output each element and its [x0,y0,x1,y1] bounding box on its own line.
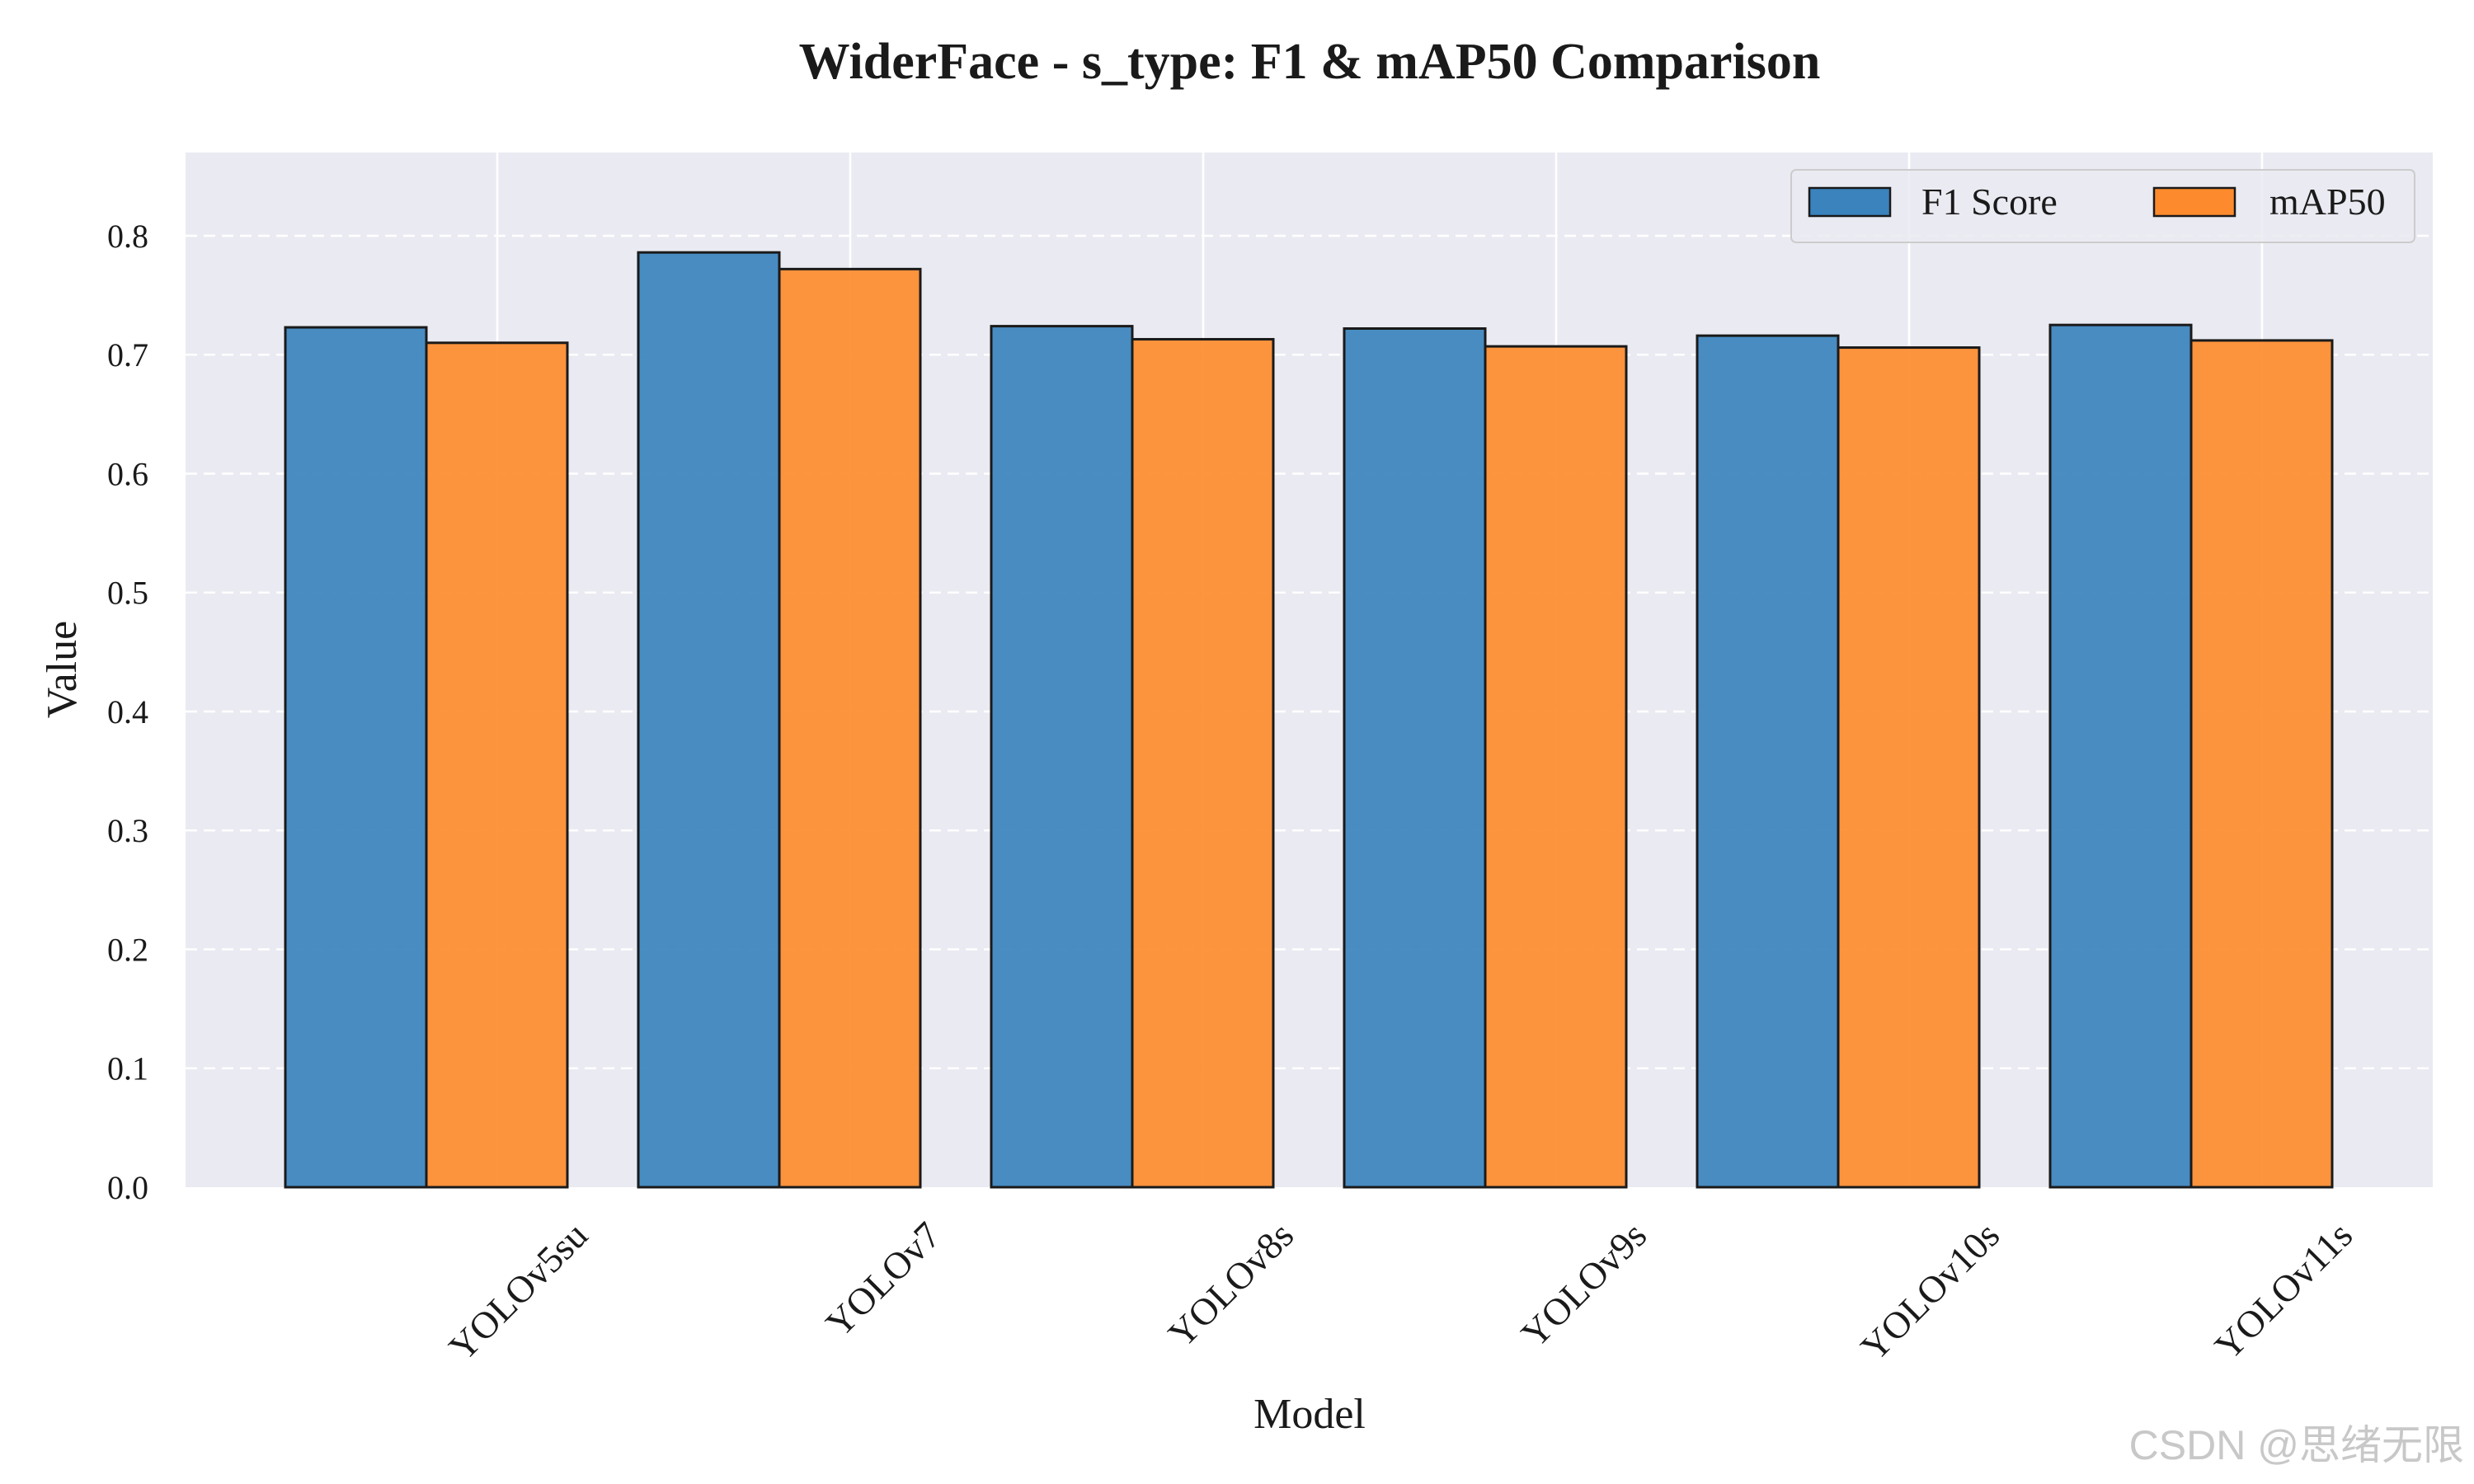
y-tick-label: 0.3 [107,812,148,849]
bar-map50 [1484,345,1628,1189]
x-axis-ticks: YOLOv5su YOLOv7 YOLOv8s YOLOv9s YOLOv10s YOLO… [440,1214,2360,1369]
legend-box [1790,169,2415,243]
y-tick-label: 0.7 [107,336,148,373]
bar-map50 [425,341,569,1189]
bar-f1-score [284,326,428,1189]
bar-map50 [1131,337,1275,1189]
x-tick-label: YOLOv8s [1160,1214,1302,1355]
y-tick-label: 0.2 [107,931,148,968]
bar-f1-score [637,251,781,1189]
y-tick-label: 0.8 [107,218,148,255]
x-tick-label: YOLOv5su [440,1214,595,1369]
x-tick-label: YOLOv10s [1852,1214,2007,1369]
bar-map50 [778,267,922,1189]
legend: F1 Score mAP50 [1790,169,2415,243]
x-tick-label: YOLOv9s [1513,1214,1655,1355]
y-tick-label: 0.4 [107,693,148,730]
bar-f1-score [1343,326,1487,1189]
x-axis-label: Model [1253,1391,1366,1438]
bar-map50 [1837,346,1981,1189]
bars-layer [284,251,2334,1189]
bar-f1-score [1696,334,1840,1189]
y-axis-label: Value [39,621,86,718]
legend-swatch-map50 [2152,186,2236,218]
y-axis-ticks: 0.0 0.1 0.2 0.3 0.4 0.5 0.6 0.7 0.8 [107,218,148,1206]
y-tick-label: 0.6 [107,455,148,492]
legend-label-map50: mAP50 [2269,181,2386,223]
bar-f1-score [990,325,1134,1189]
y-tick-label: 0.1 [107,1050,148,1087]
watermark: CSDN @思绪无限 [2129,1422,2464,1468]
bar-map50 [2189,339,2334,1189]
bar-f1-score [2048,323,2193,1189]
x-tick-label: YOLOv11s [2207,1214,2361,1368]
x-tick-label: YOLOv7 [817,1214,948,1345]
legend-label-f1-score: F1 Score [1921,181,2058,223]
y-tick-label: 0.5 [107,575,148,612]
chart-title: WiderFace - s_type: F1 & mAP50 Compariso… [799,34,1821,90]
legend-swatch-f1-score [1808,186,1892,218]
y-tick-label: 0.0 [107,1169,148,1206]
